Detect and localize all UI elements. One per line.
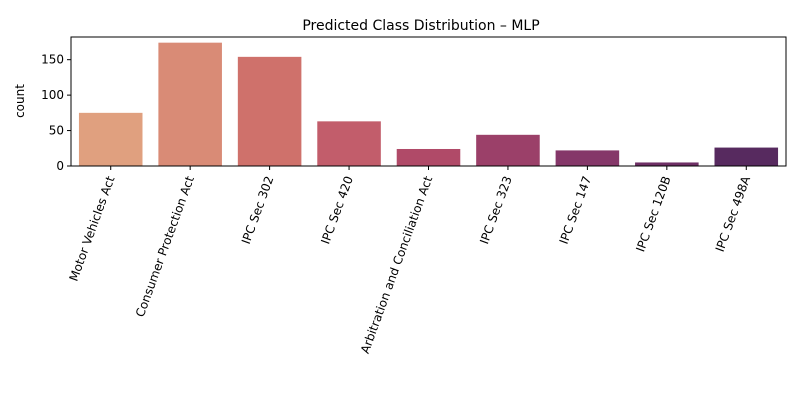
- x-tick-label: Arbitration and Conciliation Act: [358, 174, 435, 355]
- y-tick-label: 150: [41, 53, 64, 67]
- chart-title: Predicted Class Distribution – MLP: [302, 18, 539, 34]
- x-tick-label: IPC Sec 323: [477, 174, 515, 246]
- x-tick-label: IPC Sec 420: [318, 174, 356, 246]
- x-tick-label: IPC Sec 302: [239, 174, 277, 246]
- bar-5: [476, 134, 540, 166]
- y-tick-label: 100: [41, 88, 64, 102]
- x-tick-label: Consumer Protection Act: [133, 174, 197, 319]
- x-tick-label: IPC Sec 498A: [713, 173, 754, 253]
- plot-frame: [70, 36, 787, 167]
- bar-1: [158, 42, 222, 166]
- bar-7: [635, 162, 699, 166]
- y-tick-label: 50: [49, 124, 64, 138]
- bar-8: [714, 147, 779, 166]
- y-axis-label: count: [13, 84, 27, 118]
- y-axis-ticks: 0 50 100 150: [41, 53, 71, 173]
- bar-3: [317, 121, 381, 166]
- bar-4: [396, 148, 461, 166]
- bar-0: [78, 112, 143, 166]
- x-tick-label: IPC Sec 120B: [633, 174, 673, 254]
- bar-2: [237, 56, 302, 166]
- y-tick-label: 0: [56, 159, 64, 173]
- bars-group: [78, 42, 779, 166]
- x-tick-label: IPC Sec 147: [557, 174, 595, 246]
- bar-6: [555, 150, 620, 166]
- x-axis-ticks: Motor Vehicles Act Consumer Protection Ac…: [66, 166, 753, 355]
- x-tick-label: Motor Vehicles Act: [66, 174, 117, 283]
